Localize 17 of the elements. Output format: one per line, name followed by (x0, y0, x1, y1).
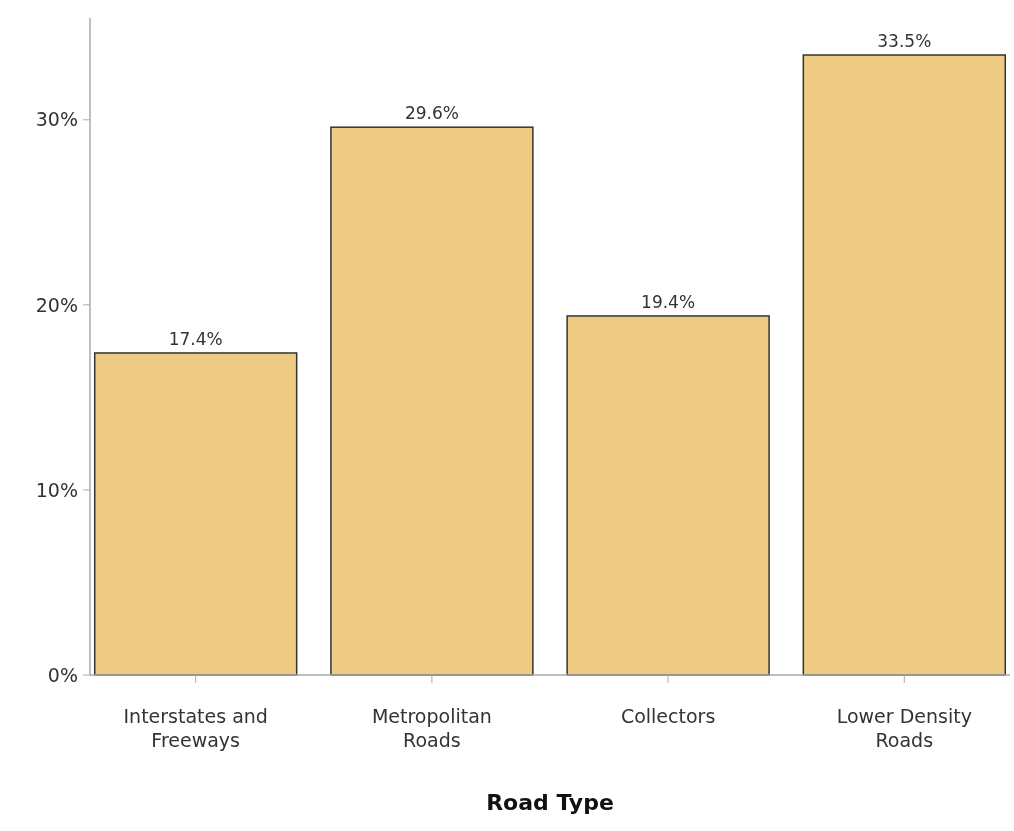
x-tick-label: Metropolitan Roads (371, 705, 492, 751)
bar (93, 352, 298, 676)
data-label: 33.5% (877, 31, 932, 52)
x-tick-label: Interstates and Freeways (123, 705, 268, 751)
data-label: 17.4% (168, 328, 223, 349)
y-tick-label: 0% (47, 663, 78, 686)
x-tick-label: Collectors (620, 705, 716, 727)
y-tick-label: 10% (35, 478, 78, 501)
x-axis-title: Road Type (486, 790, 614, 815)
bar (566, 315, 770, 676)
y-tick-label: 30% (35, 108, 78, 131)
bar (802, 54, 1007, 676)
x-tick-label: Lower Density Roads (836, 705, 972, 751)
data-label: 29.6% (404, 103, 459, 124)
y-tick-label: 20% (35, 293, 78, 316)
bar (330, 126, 534, 676)
data-label: 19.4% (641, 291, 696, 312)
